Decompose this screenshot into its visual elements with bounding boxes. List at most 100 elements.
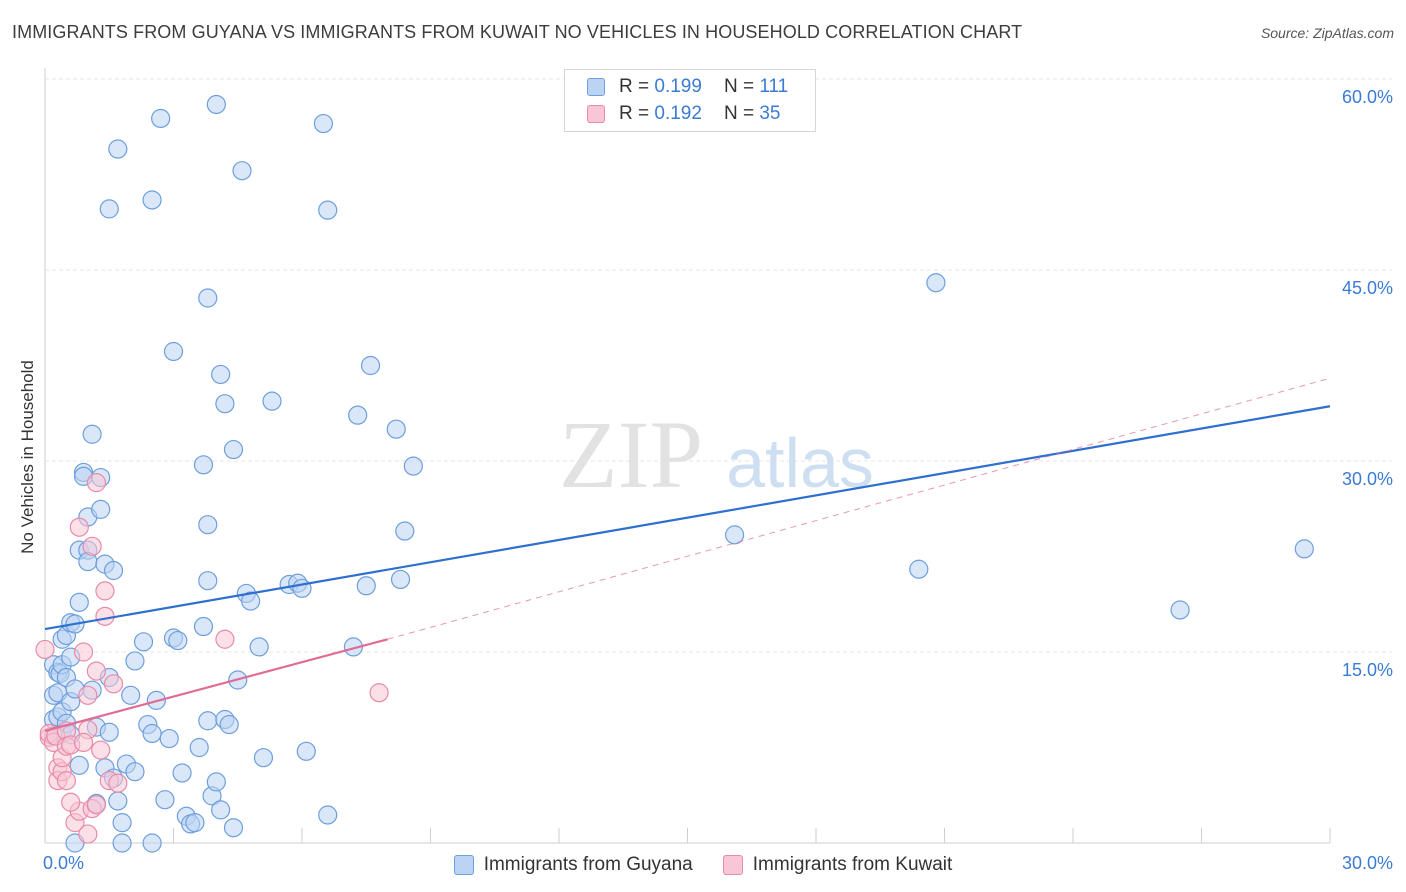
- axes: [44, 68, 1331, 844]
- point-guyana: [313, 113, 334, 134]
- point-guyana: [159, 728, 179, 749]
- legend-r-value: 0.199: [654, 76, 702, 97]
- legend-swatch-guyana: [453, 855, 474, 875]
- trend-line-guyana: [44, 405, 1331, 631]
- point-kuwait: [86, 661, 107, 681]
- point-guyana: [103, 560, 124, 581]
- legend-swatch-guyana: [587, 78, 605, 96]
- legend-item-guyana: Immigrants from Guyana: [453, 854, 693, 876]
- y-tick-label: 15.0%: [1342, 660, 1393, 680]
- legend-label-kuwait: Immigrants from Kuwait: [752, 854, 953, 875]
- trend-line-kuwait: [44, 638, 388, 733]
- trend-line-kuwait-extended: [387, 377, 1331, 640]
- point-guyana: [241, 591, 261, 611]
- point-guyana: [108, 139, 128, 159]
- chart-title: IMMIGRANTS FROM GUYANA VS IMMIGRANTS FRO…: [12, 22, 1023, 42]
- point-guyana: [198, 711, 218, 731]
- point-guyana: [386, 419, 406, 439]
- point-guyana: [909, 559, 929, 579]
- legend-r-label: R =: [619, 103, 650, 124]
- point-guyana: [193, 616, 214, 637]
- point-guyana: [142, 723, 162, 744]
- y-tick-label: 60.0%: [1342, 87, 1393, 107]
- point-guyana: [223, 439, 244, 460]
- point-guyana: [99, 722, 119, 742]
- point-guyana: [198, 288, 218, 308]
- point-guyana: [206, 94, 226, 115]
- x-tick-label-max: 30.0%: [1342, 853, 1393, 873]
- point-guyana: [189, 737, 209, 758]
- point-guyana: [1294, 539, 1314, 559]
- series-kuwait: [35, 473, 389, 844]
- point-guyana: [1170, 600, 1190, 620]
- point-guyana: [142, 833, 162, 853]
- point-guyana: [168, 630, 188, 651]
- point-guyana: [82, 424, 102, 444]
- point-guyana: [223, 818, 244, 838]
- point-guyana: [403, 456, 423, 476]
- point-guyana: [249, 637, 269, 657]
- y-axis-label: No Vehicles in Household: [18, 360, 37, 554]
- point-kuwait: [215, 629, 235, 649]
- point-guyana: [112, 833, 132, 853]
- point-guyana: [125, 762, 145, 782]
- point-kuwait: [61, 792, 81, 812]
- point-guyana: [198, 571, 218, 591]
- point-kuwait: [95, 606, 115, 626]
- legend-r-label: R =: [619, 76, 650, 97]
- point-guyana: [725, 525, 745, 545]
- point-kuwait: [86, 473, 107, 493]
- point-guyana: [211, 800, 231, 820]
- point-kuwait: [103, 674, 124, 694]
- point-guyana: [232, 161, 252, 181]
- legend-swatch-kuwait: [722, 855, 743, 875]
- legend-n-value: 35: [759, 103, 781, 124]
- point-guyana: [125, 651, 145, 671]
- point-kuwait: [108, 773, 128, 793]
- watermark: ZIP atlas: [559, 401, 874, 508]
- legend-row-guyana: R = 0.199 N = 111: [587, 74, 788, 100]
- point-guyana: [348, 405, 368, 425]
- point-guyana: [262, 391, 282, 411]
- point-guyana: [185, 813, 205, 833]
- point-guyana: [121, 685, 141, 705]
- series-legend: Immigrants from Guyana Immigrants from K…: [0, 852, 1406, 878]
- legend-swatch-kuwait: [587, 105, 605, 123]
- point-kuwait: [369, 683, 389, 703]
- point-kuwait: [95, 581, 115, 601]
- point-kuwait: [73, 642, 94, 662]
- point-guyana: [296, 741, 316, 761]
- legend-n-label: N =: [723, 103, 755, 124]
- legend-item-kuwait: Immigrants from Kuwait: [722, 854, 953, 876]
- point-guyana: [253, 748, 274, 768]
- point-guyana: [219, 714, 239, 735]
- point-guyana: [99, 199, 119, 219]
- tick-labels: 15.0% 30.0% 45.0% 60.0% 0.0% 30.0%: [43, 87, 1393, 873]
- point-guyana: [198, 515, 218, 535]
- point-guyana: [163, 341, 184, 362]
- point-guyana: [360, 355, 381, 376]
- point-kuwait: [78, 685, 98, 705]
- watermark-atlas: atlas: [726, 424, 874, 502]
- point-guyana: [151, 108, 171, 129]
- y-tick-label: 45.0%: [1342, 278, 1393, 298]
- point-guyana: [206, 772, 226, 792]
- point-guyana: [318, 200, 338, 220]
- point-guyana: [390, 569, 411, 590]
- point-guyana: [215, 394, 235, 414]
- point-kuwait: [73, 732, 94, 753]
- point-kuwait: [56, 771, 77, 791]
- point-guyana: [292, 578, 312, 598]
- point-guyana: [155, 790, 175, 810]
- point-guyana: [356, 576, 376, 596]
- point-guyana: [142, 190, 162, 210]
- point-kuwait: [69, 517, 89, 537]
- trend-lines: [44, 377, 1331, 733]
- chart-source: Source: ZipAtlas.com: [1260, 25, 1394, 41]
- point-guyana: [172, 763, 192, 783]
- point-guyana: [318, 805, 338, 825]
- point-kuwait: [86, 795, 107, 815]
- point-guyana: [69, 755, 89, 775]
- point-guyana: [133, 632, 154, 652]
- point-guyana: [91, 499, 111, 519]
